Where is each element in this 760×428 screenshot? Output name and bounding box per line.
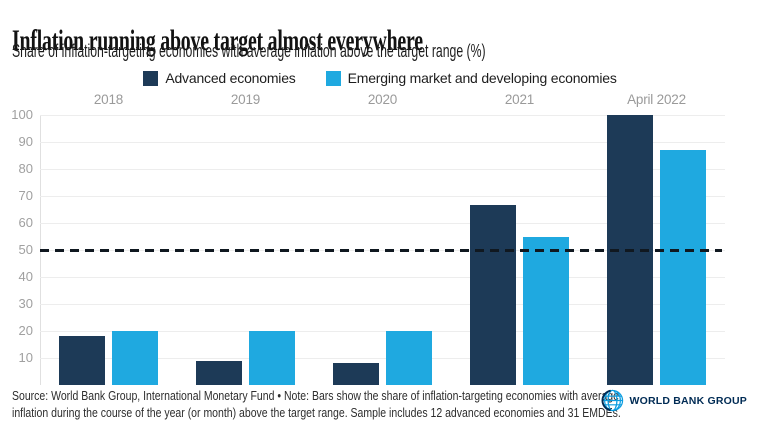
legend-item-emerging: Emerging market and developing economies [325,70,617,86]
x-axis-label: 2018 [93,92,124,107]
gridline [40,331,725,332]
y-axis-label: 40 [18,269,33,284]
gridline [40,115,725,116]
bar-group-2018 [40,115,177,385]
gridline [40,223,725,224]
y-axis-label: 20 [18,323,33,338]
bar [112,331,158,385]
bar [470,204,516,385]
world-bank-logo: WORLD BANK GROUP [601,389,747,412]
y-axis-label: 100 [11,107,33,122]
source-note-line2: inflation during the course of the year … [12,406,621,421]
x-axis-labels: 2018 2019 2020 2021 April 2022 [40,92,725,114]
gridline [40,277,725,278]
bar [196,360,242,385]
legend-label-emerging: Emerging market and developing economies [347,70,617,86]
legend-label-advanced: Advanced economies [165,70,296,86]
bar [660,150,706,385]
bar-group-2019 [177,115,314,385]
bar-chart: 2018 2019 2020 2021 April 2022 10 20 30 40 50 60 7… [0,92,760,388]
legend-swatch-emerging [325,70,341,86]
x-axis-label: 2019 [230,92,261,107]
bar [386,331,432,385]
chart-legend: Advanced economies Emerging market and d… [0,69,760,87]
chart-subtitle: Share of inflation-targeting economies w… [12,41,486,61]
x-axis-label: 2020 [367,92,398,107]
gridline [40,358,725,359]
bar [249,331,295,385]
page-title: Inflation running above target almost ev… [12,24,423,58]
legend-swatch-advanced [143,70,159,86]
source-note-line1: Source: World Bank Group, International … [12,389,619,403]
y-axis-label: 70 [18,188,33,203]
gridline [40,304,725,305]
target-reference-line [40,248,722,252]
bar [523,236,569,385]
gridline [40,196,725,197]
bar [333,363,379,385]
y-axis-label: 10 [18,350,33,365]
legend-item-advanced: Advanced economies [143,70,296,86]
logo-text: WORLD BANK GROUP [629,394,747,407]
gridline [40,169,725,170]
plot-area [40,115,725,385]
bar [59,336,105,385]
x-axis-label: 2021 [504,92,535,107]
y-axis-label: 60 [18,215,33,230]
bar-group-2021 [451,115,588,385]
globe-icon [602,389,624,412]
source-note: Source: World Bank Group, International … [12,388,638,423]
x-axis-label: April 2022 [627,92,686,107]
y-axis-label: 50 [18,242,33,257]
y-axis-label: 80 [18,161,33,176]
y-axis-label: 30 [18,296,33,311]
bar-group-2020 [314,115,451,385]
gridline [40,142,725,143]
y-axis-label: 90 [18,134,33,149]
